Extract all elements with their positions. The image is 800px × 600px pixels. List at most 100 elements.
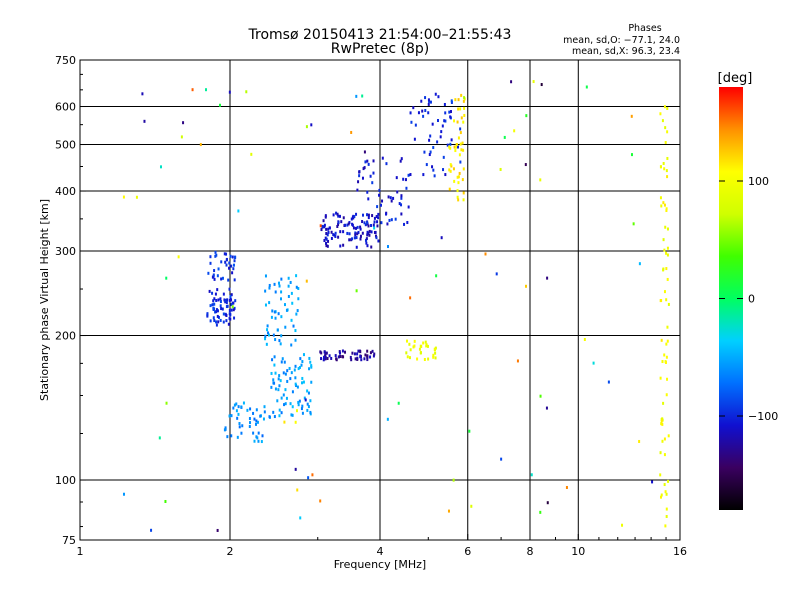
echo-point [333,233,336,237]
echo-point [454,149,457,153]
echo-point [429,100,432,104]
echo-point [342,216,345,220]
echo-point [667,302,670,306]
echo-point [216,314,219,318]
echo-point [301,411,304,415]
echo-point [267,333,270,337]
echo-point [376,220,379,224]
echo-point [409,173,412,177]
echo-point [320,228,323,232]
echo-point [289,402,292,406]
echo-point [359,237,362,241]
echo-point [418,347,421,351]
echo-point [256,420,259,424]
echo-point [359,234,362,238]
echo-point [264,274,267,278]
echo-point [400,157,403,161]
echo-point [328,226,331,230]
echo-point [295,409,298,413]
echo-point [339,230,342,234]
echo-point [462,198,465,202]
y-tick-label: 100 [55,474,76,487]
echo-point [234,255,237,259]
echo-point [268,283,271,287]
echo-point [295,285,298,289]
echo-point [338,350,341,354]
echo-point [280,334,283,338]
echo-point [237,405,240,409]
echo-point [417,111,420,115]
x-tick-label: 6 [464,545,471,558]
echo-point [254,422,257,426]
echo-point [271,358,274,362]
echo-point [302,353,305,357]
echo-point [665,207,668,211]
echo-point [268,301,271,305]
echo-point [230,303,233,307]
echo-point [224,260,227,264]
echo-point [665,267,668,271]
echo-point [310,123,313,127]
echo-point [249,421,252,425]
echo-point [228,261,231,265]
echo-point [245,90,248,94]
echo-point [290,291,293,295]
echo-point [667,479,670,483]
echo-point [220,307,223,311]
echo-point [271,309,274,313]
echo-point [351,215,354,219]
echo-point [294,382,297,386]
echo-point [215,320,218,324]
echo-point [240,405,243,409]
echo-point [422,341,425,345]
echo-point [301,376,304,380]
echo-point [408,342,411,346]
echo-point [277,388,280,392]
echo-point [395,176,398,180]
echo-point [259,414,262,418]
echo-point [266,324,269,328]
echo-point [135,195,138,199]
echo-point [456,189,459,193]
echo-point [213,277,216,281]
echo-point [667,434,670,438]
echo-point [460,148,463,152]
echo-point [122,195,125,199]
echo-point [232,301,235,305]
echo-point [427,102,430,106]
echo-point [353,352,356,356]
echo-point [280,290,283,294]
echo-point [206,314,209,318]
echo-point [330,230,333,234]
echo-point [225,257,228,261]
echo-point [228,266,231,270]
echo-point [371,214,374,218]
echo-point [209,319,212,323]
echo-point [412,106,415,110]
echo-point [226,304,229,308]
echo-point [255,435,258,439]
echo-point [462,148,465,152]
echo-point [664,490,667,494]
echo-point [363,150,366,154]
echo-point [665,355,668,359]
echo-point [621,523,624,527]
echo-point [272,333,275,337]
echo-point [659,165,662,169]
echo-point [381,156,384,160]
echo-point [216,274,219,278]
echo-point [278,408,281,412]
echo-point [359,225,362,229]
echo-point [663,248,666,252]
echo-point [453,119,456,123]
echo-point [422,114,425,118]
echo-point [664,360,667,364]
echo-point [592,361,595,365]
echo-point [361,220,364,224]
echo-point [280,411,283,415]
echo-point [377,212,380,216]
echo-point [453,145,456,149]
echo-point [353,215,356,219]
echo-point [324,351,327,355]
